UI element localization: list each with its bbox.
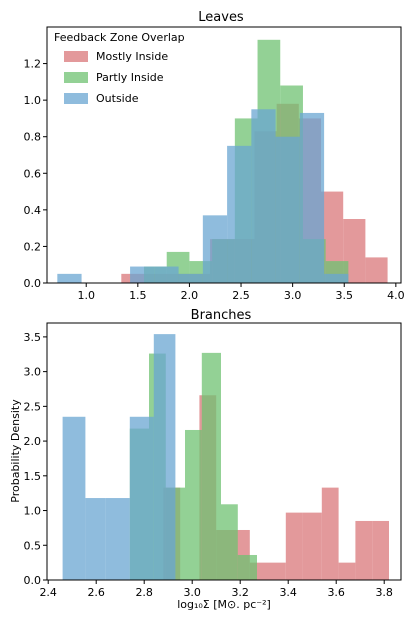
branches-y-tick-label: 2.5 <box>24 400 42 413</box>
branches-x-tick-label: 3.6 <box>327 586 345 599</box>
leaves-x-tick-label: 3.0 <box>284 289 302 302</box>
leaves-x-tick-label: 2.0 <box>181 289 199 302</box>
branches-bar-outside-4 <box>153 334 176 580</box>
branches-title: Branches <box>191 308 252 323</box>
branches-y-tick-label: 1.0 <box>24 505 42 518</box>
leaves-bar-outside-3 <box>130 266 155 283</box>
branches-y-tick-label: 0.0 <box>24 574 42 587</box>
branches-bar-mostly-inside-10 <box>338 562 356 580</box>
leaves-y-tick-label: 0.6 <box>24 167 42 180</box>
legend: Feedback Zone Overlap Mostly Inside Part… <box>54 31 185 105</box>
branches-bar-mostly-inside-9 <box>321 487 339 580</box>
branches-x-tick-label: 2.4 <box>39 586 57 599</box>
branches-y-tick-label: 1.5 <box>24 470 42 483</box>
leaves-x-tick-label: 4.0 <box>387 289 405 302</box>
leaves-y-ticks: 0.0 0.2 0.4 0.6 0.8 1.0 1.2 <box>24 58 47 290</box>
legend-swatch-mostly-inside <box>64 51 88 62</box>
branches-bar-outside-3 <box>129 416 154 580</box>
branches-bar-mostly-inside-12 <box>372 520 389 580</box>
leaves-bar-outside-8 <box>251 109 276 283</box>
branches-x-tick-label: 3.4 <box>279 586 297 599</box>
branches-axes-frame <box>46 322 402 581</box>
leaves-panel: Leaves 1.0 1.5 2.0 2.5 3.0 3.5 4.0 0.00.20.40.… <box>24 10 405 302</box>
legend-title: Feedback Zone Overlap <box>54 31 185 44</box>
branches-y-tick-label: 3.5 <box>24 331 42 344</box>
branches-bar-partly-inside-5 <box>221 504 238 580</box>
leaves-bar-outside-10 <box>299 112 325 283</box>
branches-x-ticks: 2.4 2.6 2.8 3.0 3.2 3.4 3.6 3.8 <box>39 580 393 599</box>
branches-panel: Branches 2.4 2.6 2.8 3.0 3.2 3.4 3.6 3.8 0.0 0.5… <box>9 308 402 611</box>
leaves-bar-outside-9 <box>275 136 300 283</box>
leaves-axes-frame <box>46 26 402 284</box>
branches-x-tick-label: 3.0 <box>183 586 201 599</box>
leaves-x-tick-label: 1.0 <box>77 289 95 302</box>
branches-bar-outside-0 <box>62 416 86 580</box>
leaves-y-tick-label: 1.0 <box>24 94 42 107</box>
branches-x-axis-label: log₁₀Σ [M⊙. pc⁻²] <box>177 598 271 611</box>
leaves-bar-outside-0 <box>57 273 82 283</box>
leaves-y-tick-label: 0.0 <box>24 277 42 290</box>
leaves-x-tick-label: 2.5 <box>232 289 250 302</box>
leaves-bar-mostly-inside-11 <box>365 257 388 283</box>
branches-bars <box>62 334 389 580</box>
legend-label-partly-inside: Partly Inside <box>96 71 164 84</box>
branches-bar-partly-inside-3 <box>185 429 202 580</box>
leaves-y-tick-label: 0.4 <box>24 204 42 217</box>
branches-x-tick-label: 2.6 <box>87 586 105 599</box>
leaves-bar-mostly-inside-9 <box>321 191 344 283</box>
branches-x-tick-label: 2.8 <box>135 586 153 599</box>
branches-y-tick-label: 2.0 <box>24 435 42 448</box>
legend-swatch-partly-inside <box>64 72 88 83</box>
branches-bar-outside-1 <box>85 498 106 580</box>
branches-x-tick-label: 3.2 <box>231 586 249 599</box>
leaves-x-ticks: 1.0 1.5 2.0 2.5 3.0 3.5 4.0 <box>77 283 405 302</box>
branches-bar-outside-2 <box>105 498 130 580</box>
branches-y-tick-label: 0.5 <box>24 539 42 552</box>
leaves-bar-outside-11 <box>324 273 349 283</box>
leaves-x-tick-label: 1.5 <box>129 289 147 302</box>
leaves-y-tick-label: 0.8 <box>24 131 42 144</box>
branches-y-tick-label: 3.0 <box>24 366 42 379</box>
legend-label-mostly-inside: Mostly Inside <box>96 50 168 63</box>
branches-bar-mostly-inside-6 <box>269 562 286 580</box>
leaves-bar-outside-7 <box>227 145 252 283</box>
legend-swatch-outside <box>64 93 88 104</box>
branches-y-axis-label: Probability Density <box>9 399 22 503</box>
leaves-title: Leaves <box>198 10 244 25</box>
leaves-bars <box>57 39 388 284</box>
branches-bar-mostly-inside-11 <box>355 520 373 580</box>
branches-bar-partly-inside-6 <box>237 554 257 580</box>
leaves-y-tick-label: 0.2 <box>24 240 42 253</box>
leaves-x-tick-label: 3.5 <box>335 289 353 302</box>
branches-bar-mostly-inside-7 <box>285 512 303 580</box>
leaves-bar-outside-4 <box>154 266 179 283</box>
leaves-bar-outside-5 <box>178 273 203 283</box>
legend-label-outside: Outside <box>96 92 139 105</box>
leaves-y-tick-label: 1.2 <box>24 58 42 71</box>
branches-bar-partly-inside-4 <box>201 352 221 580</box>
leaves-bar-outside-6 <box>202 215 228 283</box>
branches-bar-mostly-inside-8 <box>302 512 322 580</box>
leaves-bar-mostly-inside-10 <box>343 219 366 283</box>
branches-y-ticks: 0.0 0.5 1.0 1.5 2.0 2.5 3.0 3.5 <box>24 331 47 587</box>
branches-x-tick-label: 3.8 <box>375 586 393 599</box>
